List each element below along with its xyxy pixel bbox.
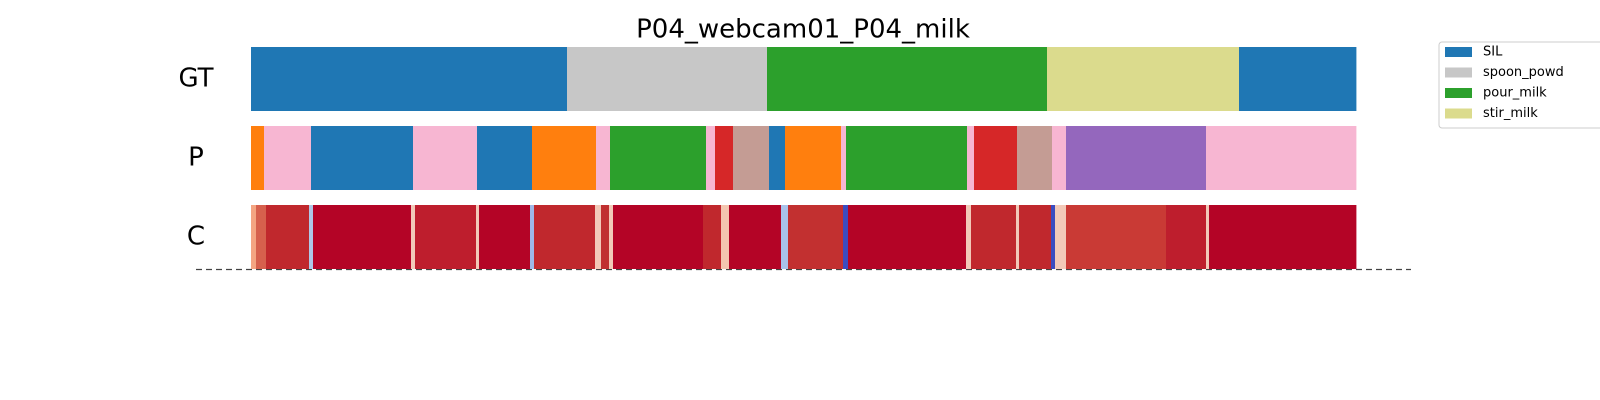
segment: [309, 205, 314, 269]
segment: [266, 205, 310, 269]
legend-label: stir_milk: [1483, 106, 1538, 121]
legend-label: pour_milk: [1483, 86, 1547, 101]
legend-swatch: [1445, 88, 1472, 98]
segment: [971, 205, 1017, 269]
chart-title: P04_webcam01_P04_milk: [636, 15, 970, 45]
segment: [1017, 126, 1053, 190]
segment: [785, 126, 842, 190]
segment: [843, 205, 849, 269]
segment: [251, 126, 265, 190]
segment: [256, 205, 267, 269]
segment: [846, 126, 968, 190]
segment: [1239, 47, 1357, 111]
segment: [1055, 205, 1067, 269]
legend-swatch: [1445, 67, 1472, 78]
segment: [733, 126, 770, 190]
segment: [415, 205, 477, 269]
segment: [534, 205, 596, 269]
segment: [841, 126, 847, 190]
row-label: P: [188, 143, 204, 173]
segment: [1051, 205, 1056, 269]
segment: [264, 126, 312, 190]
segment: [1052, 126, 1067, 190]
segment: [479, 205, 531, 269]
segment: [1209, 205, 1357, 269]
segment: [596, 126, 611, 190]
segment: [966, 205, 972, 269]
segment: [311, 126, 414, 190]
segment: [706, 126, 716, 190]
segment: [967, 126, 975, 190]
segment: [601, 205, 610, 269]
segment: [848, 205, 967, 269]
segment: [1066, 205, 1167, 269]
segment: [609, 205, 614, 269]
segment: [788, 205, 844, 269]
segment: [313, 205, 412, 269]
segment: [703, 205, 722, 269]
row-label: C: [187, 222, 205, 252]
segment: [781, 205, 789, 269]
segment: [532, 126, 597, 190]
segment: [1047, 47, 1240, 111]
segment: [974, 126, 1018, 190]
segment: [477, 126, 533, 190]
segment: [251, 205, 257, 269]
segment: [610, 126, 707, 190]
legend-label: SIL: [1483, 45, 1503, 60]
segment: [721, 205, 730, 269]
segment: [411, 205, 416, 269]
segment: [1206, 205, 1210, 269]
segment: [530, 205, 535, 269]
segment: [1019, 205, 1052, 269]
segment: [729, 205, 782, 269]
legend-swatch: [1445, 47, 1472, 57]
segment: [1166, 205, 1207, 269]
segment: [1016, 205, 1020, 269]
segment: [613, 205, 704, 269]
segment: [1066, 126, 1207, 190]
segment: [715, 126, 734, 190]
legend-swatch: [1445, 108, 1472, 119]
segment: [413, 126, 478, 190]
segment: [767, 47, 1048, 111]
segment: [1206, 126, 1357, 190]
segment: [476, 205, 480, 269]
legend-label: spoon_powd: [1483, 65, 1564, 80]
segment: [769, 126, 786, 190]
row-label: GT: [178, 64, 213, 94]
segment: [251, 47, 568, 111]
segment: [567, 47, 768, 111]
segment: [595, 205, 602, 269]
legend-box: [1438, 41, 1600, 129]
